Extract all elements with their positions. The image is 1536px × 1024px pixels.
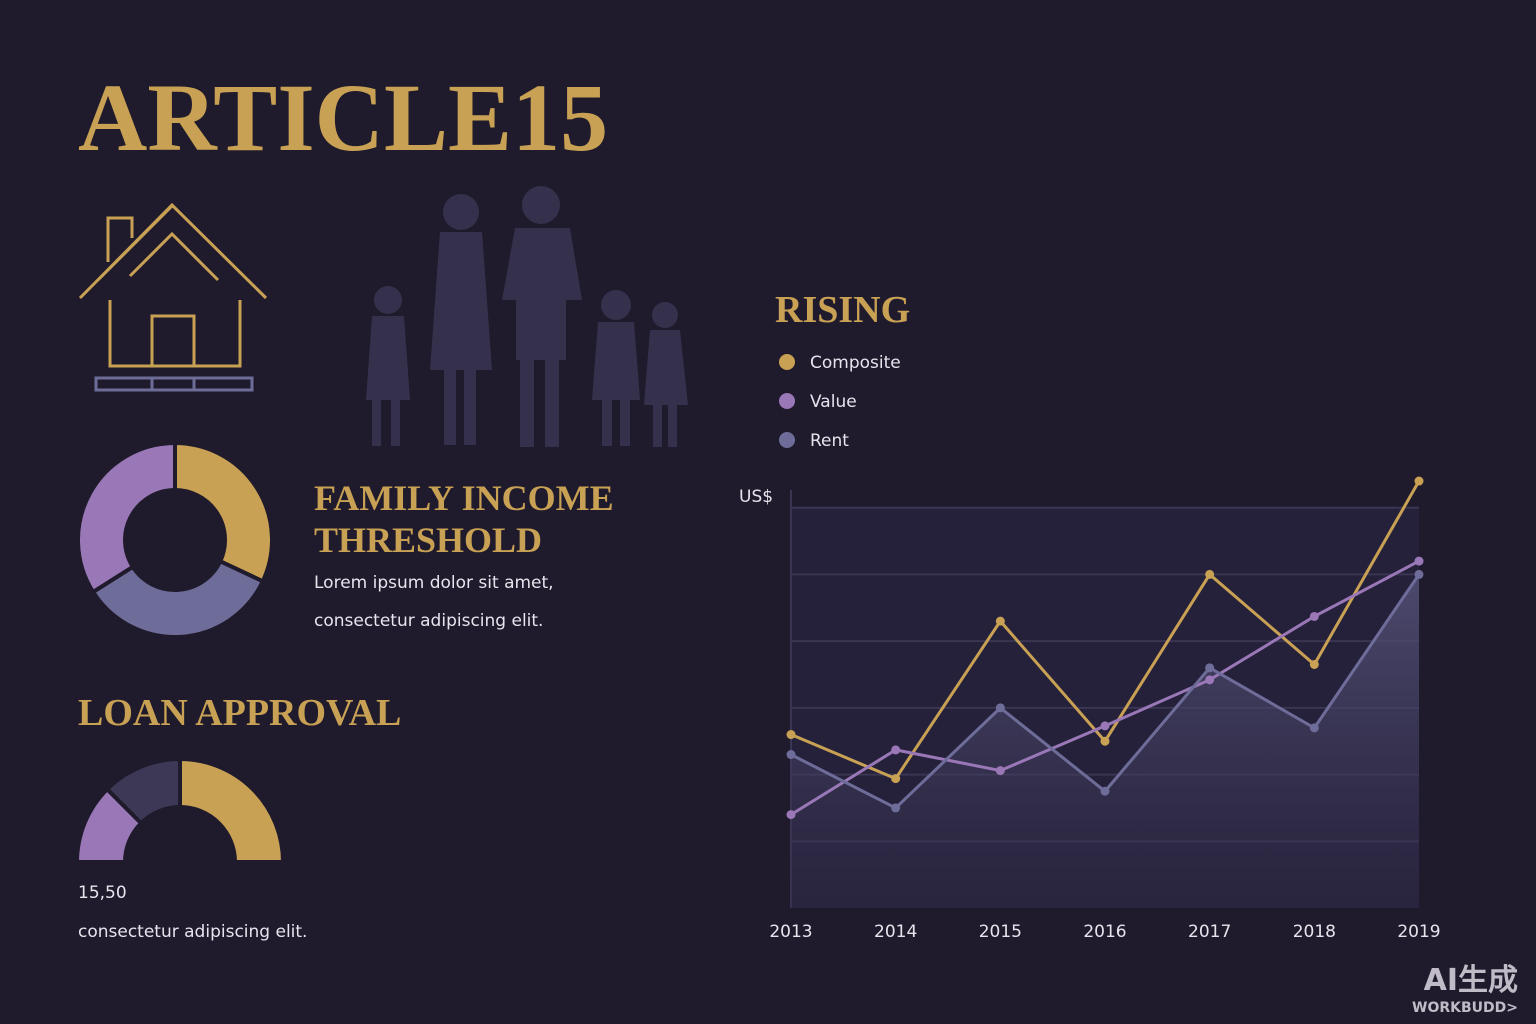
area: [791, 574, 1419, 908]
loan-text: consectetur adipiscing elit.: [78, 922, 307, 942]
x-tick-label: 2017: [1188, 922, 1231, 942]
legend-label: Composite: [810, 353, 901, 373]
legend-marker: [779, 432, 795, 448]
point: [1309, 659, 1319, 669]
point: [995, 703, 1005, 713]
y-axis-label: US$: [739, 487, 773, 507]
x-tick-label: 2014: [874, 922, 917, 942]
segment: [173, 440, 274, 584]
point: [1309, 611, 1319, 621]
segment: [178, 756, 286, 864]
point: [1205, 663, 1215, 673]
income-title: FAMILY INCOME: [314, 478, 614, 518]
point: [995, 766, 1005, 776]
point: [995, 616, 1005, 626]
income-text: consectetur adipiscing elit.: [314, 611, 543, 631]
point: [1100, 736, 1110, 746]
legend-label: Value: [810, 392, 857, 412]
point: [1309, 723, 1319, 733]
income-text: Lorem ipsum dolor sit amet,: [314, 573, 554, 593]
x-tick-label: 2013: [769, 922, 812, 942]
loan-value: 15,50: [78, 883, 127, 903]
x-tick-label: 2016: [1083, 922, 1126, 942]
point: [786, 730, 796, 740]
watermark: AI生成: [1424, 963, 1518, 998]
point: [891, 745, 901, 755]
x-tick-label: 2015: [979, 922, 1022, 942]
house-icon: [78, 202, 268, 392]
point: [891, 774, 901, 784]
page-title: ARTICLE15: [78, 64, 608, 171]
income-title: THRESHOLD: [314, 520, 542, 560]
x-tick-label: 2019: [1397, 922, 1440, 942]
point: [1414, 556, 1424, 566]
segment: [90, 558, 266, 639]
legend-marker: [779, 354, 795, 370]
point: [1100, 721, 1110, 731]
x-tick-label: 2018: [1293, 922, 1336, 942]
point: [1205, 675, 1215, 685]
point: [1205, 569, 1215, 579]
point: [1100, 786, 1110, 796]
point: [786, 750, 796, 760]
loan-title: LOAN APPROVAL: [78, 692, 401, 734]
watermark: WORKBUDD>: [1412, 1000, 1518, 1016]
point: [1414, 476, 1424, 486]
point: [891, 803, 901, 813]
legend-marker: [779, 393, 795, 409]
segment: [76, 440, 177, 595]
legend-label: Rent: [810, 431, 849, 451]
point: [1414, 569, 1424, 579]
family-silhouette: [366, 186, 688, 447]
chart-title: RISING: [775, 289, 910, 331]
point: [786, 810, 796, 820]
